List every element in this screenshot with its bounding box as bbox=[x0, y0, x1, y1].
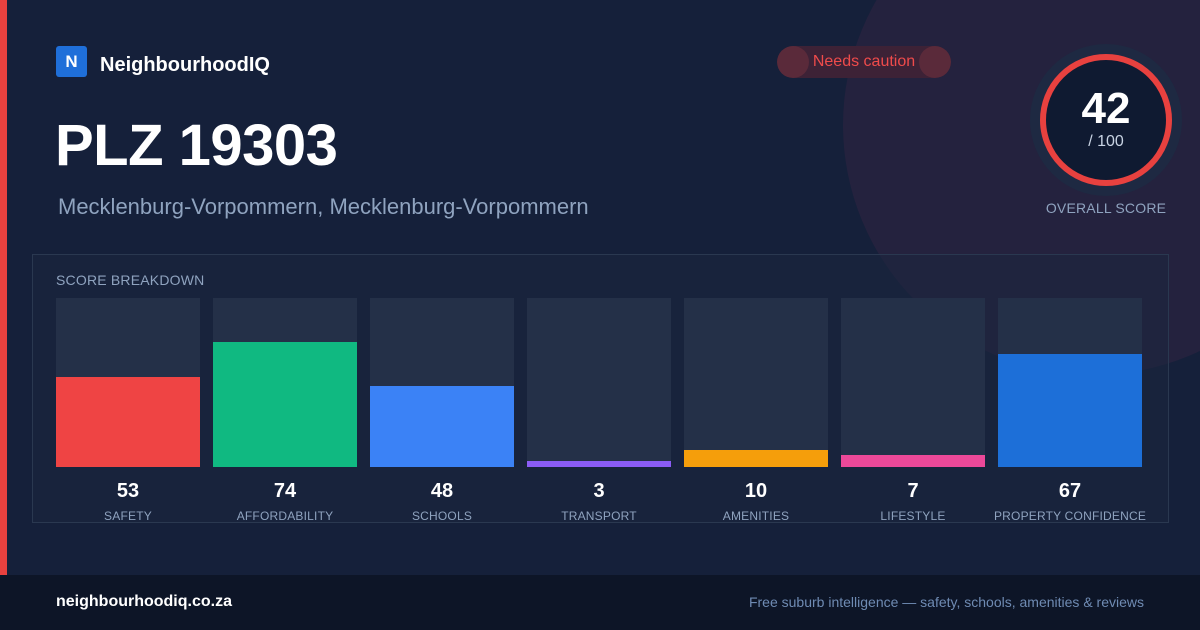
score-bar-fill bbox=[370, 386, 514, 467]
score-bar-label: SCHOOLS bbox=[411, 509, 473, 523]
score-bar-value: 3 bbox=[593, 480, 605, 502]
score-breakdown-title: SCORE BREAKDOWN bbox=[56, 272, 205, 288]
overall-score-label: OVERALL SCORE bbox=[1045, 200, 1167, 216]
score-bar-track bbox=[684, 298, 828, 467]
score-bar-value: 10 bbox=[744, 480, 768, 502]
overall-score-value: 42 bbox=[1081, 84, 1131, 133]
score-bar-label: AFFORDABILITY bbox=[236, 509, 334, 523]
score-bar-fill bbox=[56, 377, 200, 467]
status-badge: Needs caution bbox=[777, 46, 951, 78]
score-bar-value: 74 bbox=[273, 480, 297, 502]
score-bar-value: 48 bbox=[430, 480, 454, 502]
score-bar-label: SAFETY bbox=[104, 509, 152, 523]
location-subtitle: Mecklenburg-Vorpommern, Mecklenburg-Vorp… bbox=[58, 194, 589, 219]
footer-domain-link[interactable]: neighbourhoodiq.co.za bbox=[56, 593, 232, 610]
score-bar-fill bbox=[998, 354, 1142, 467]
page-title: PLZ 19303 bbox=[55, 113, 338, 178]
score-bar-property-confidence: 67 PROPERTY CONFIDENCE bbox=[994, 298, 1146, 523]
footer-tagline: Free suburb intelligence — safety, schoo… bbox=[748, 594, 1144, 610]
score-bar-safety: 53 SAFETY bbox=[56, 298, 200, 523]
score-bar-fill bbox=[527, 461, 671, 467]
score-bar-affordability: 74 AFFORDABILITY bbox=[213, 298, 357, 523]
score-bar-track bbox=[841, 298, 985, 467]
score-bar-value: 53 bbox=[116, 480, 140, 502]
status-badge-label: Needs caution bbox=[812, 53, 916, 70]
score-bar-schools: 48 SCHOOLS bbox=[370, 298, 514, 523]
accent-bar bbox=[0, 0, 7, 575]
score-bar-fill bbox=[841, 455, 985, 467]
share-card: N NeighbourhoodIQ Needs caution PLZ 1930… bbox=[0, 0, 1200, 575]
score-bar-label: TRANSPORT bbox=[561, 509, 637, 523]
score-bar-lifestyle: 7 LIFESTYLE bbox=[841, 298, 985, 523]
overall-score-ring bbox=[1030, 44, 1182, 196]
score-bar-value: 7 bbox=[907, 480, 919, 502]
overall-score-max: / 100 bbox=[1088, 133, 1124, 150]
score-bar-fill bbox=[213, 342, 357, 467]
score-bar-label: AMENITIES bbox=[722, 509, 790, 523]
score-bar-label: PROPERTY CONFIDENCE bbox=[993, 509, 1147, 523]
score-bar-amenities: 10 AMENITIES bbox=[684, 298, 828, 523]
brand[interactable]: N NeighbourhoodIQ bbox=[56, 46, 270, 77]
score-bar-transport: 3 TRANSPORT bbox=[527, 298, 671, 523]
score-breakdown-bars: 53 SAFETY 74 AFFORDABILITY 48 SCHOOLS 3 TRANSPO… bbox=[56, 298, 1146, 523]
score-bar-value: 67 bbox=[1058, 480, 1082, 502]
score-bar-label: LIFESTYLE bbox=[880, 509, 946, 523]
score-bar-track bbox=[527, 298, 671, 467]
score-bar-fill bbox=[684, 450, 828, 467]
score-bar-track bbox=[56, 298, 200, 467]
score-bar-track bbox=[213, 298, 357, 467]
score-bar-track bbox=[998, 298, 1142, 467]
brand-logo-icon: N bbox=[56, 46, 87, 77]
score-bar-track bbox=[370, 298, 514, 467]
footer: neighbourhoodiq.co.za Free suburb intell… bbox=[0, 575, 1200, 630]
brand-name: NeighbourhoodIQ bbox=[100, 54, 270, 76]
